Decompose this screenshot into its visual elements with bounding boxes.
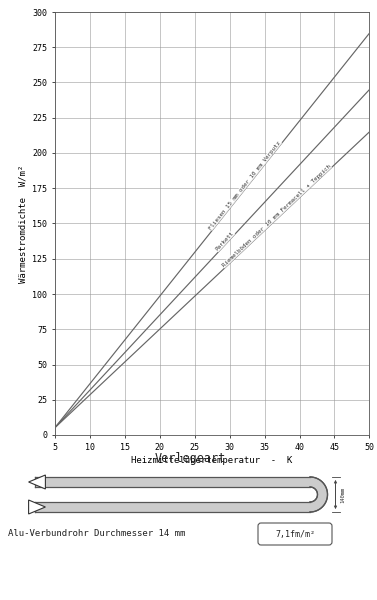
Text: 7,1fm/m²: 7,1fm/m² bbox=[275, 529, 315, 539]
FancyBboxPatch shape bbox=[258, 523, 332, 545]
Text: Fliesen 15 mm oder 10 mm Verputz: Fliesen 15 mm oder 10 mm Verputz bbox=[208, 140, 282, 230]
X-axis label: Heizmittelübertemperatur  -  K: Heizmittelübertemperatur - K bbox=[132, 456, 293, 465]
Text: 140mm: 140mm bbox=[340, 487, 345, 503]
Text: Parkett: Parkett bbox=[215, 230, 235, 252]
Y-axis label: Wärmestromdichte  W/m²: Wärmestromdichte W/m² bbox=[19, 164, 28, 283]
Bar bbox=[35, 477, 310, 487]
Polygon shape bbox=[29, 500, 45, 514]
Bar bbox=[35, 502, 310, 512]
Text: Riemelböden oder 10 mm Fermacell + Teppich: Riemelböden oder 10 mm Fermacell + Teppi… bbox=[221, 164, 332, 268]
Text: Verlegeart: Verlegeart bbox=[154, 452, 225, 465]
Text: Alu-Verbundrohr Durchmesser 14 mm: Alu-Verbundrohr Durchmesser 14 mm bbox=[8, 529, 185, 539]
Polygon shape bbox=[310, 477, 328, 512]
Polygon shape bbox=[29, 475, 45, 489]
